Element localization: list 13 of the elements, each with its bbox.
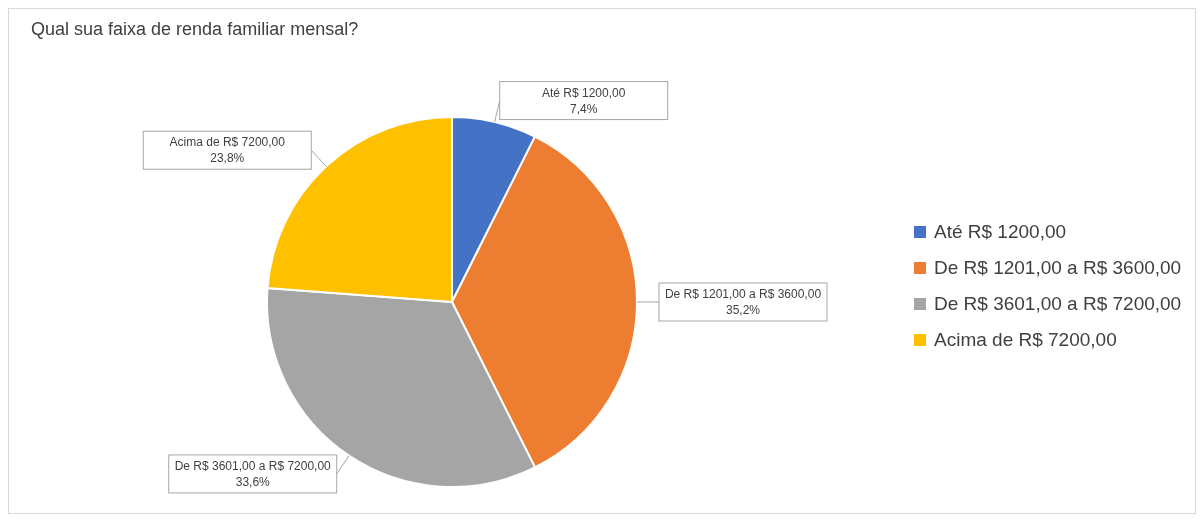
legend-label: De R$ 1201,00 a R$ 3600,00 xyxy=(934,256,1182,280)
data-label: 33,6% xyxy=(235,474,271,489)
chart-title: Qual sua faixa de renda familiar mensal? xyxy=(31,19,359,40)
slice-label: Até R$ 1200,00 xyxy=(541,85,626,100)
data-label: 7,4% xyxy=(570,101,598,116)
data-label: 23,8% xyxy=(210,151,245,166)
slice-label: De R$ 1201,00 a R$ 3600,00 xyxy=(664,287,822,301)
legend-label: Até R$ 1200,00 xyxy=(934,220,1067,244)
data-label: 35,2% xyxy=(725,303,761,317)
legend-label: De R$ 3601,00 a R$ 7200,00 xyxy=(934,292,1182,316)
legend-label: Acima de R$ 7200,00 xyxy=(934,328,1117,352)
slice-label: Acima de R$ 7200,00 xyxy=(169,135,286,150)
slice-label: De R$ 3601,00 a R$ 7200,00 xyxy=(174,458,332,473)
